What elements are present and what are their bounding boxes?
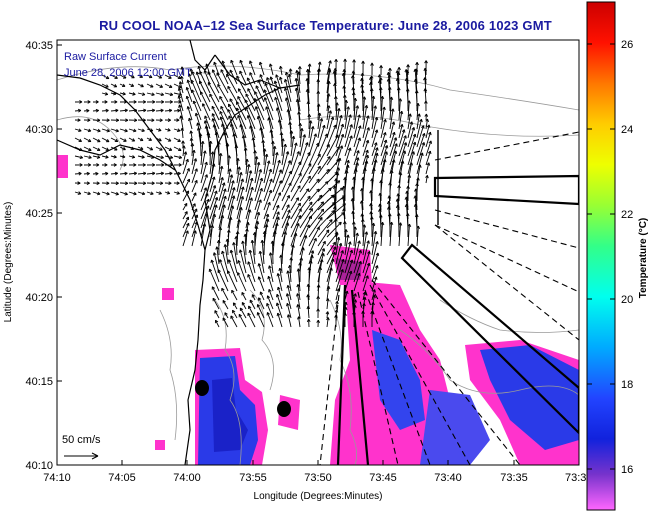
x-tick-label: 73:35 [500,472,528,484]
scale-label: 50 cm/s [62,434,101,446]
y-tick-label: 40:25 [25,208,53,220]
x-tick-label: 74:05 [108,472,136,484]
x-tick-label: 73:40 [434,472,462,484]
x-tick-label: 74:00 [173,472,201,484]
colorbar: 26 24 22 20 18 16 Temperature (°C) [586,1,649,511]
colorbar-tick: 16 [621,464,633,476]
y-tick-label: 40:10 [25,460,53,472]
x-tick-label: 73:3 [565,472,586,484]
station-marker [195,380,209,396]
y-tick-label: 40:15 [25,376,53,388]
station-marker [277,401,291,417]
colorbar-tick: 26 [621,39,633,51]
overlay-note-line1: Raw Surface Current [64,51,167,63]
colorbar-tick: 24 [621,124,633,136]
y-tick-label: 40:20 [25,292,53,304]
colorbar-label: Temperature (°C) [638,218,649,299]
colorbar-tick: 22 [621,209,633,221]
colorbar-gradient [586,1,616,511]
radar-beams [319,130,579,465]
y-axis-label: Latitude (Degrees:Minutes) [3,202,14,323]
colorbar-tick: 20 [621,294,633,306]
overlay-note-line2: June 28, 2006 12:00 GMT [64,67,192,79]
sst-imagery [57,155,579,465]
y-tick-label: 40:35 [25,40,53,52]
colorbar-tick: 18 [621,379,633,391]
surface-current-vectors [74,58,433,328]
y-axis: 40:35 40:30 40:25 40:20 40:15 40:10 Lati… [3,40,62,472]
x-tick-label: 74:10 [43,472,71,484]
y-tick-label: 40:30 [25,124,53,136]
x-tick-label: 73:55 [239,472,267,484]
x-axis-label: Longitude (Degrees:Minutes) [254,491,383,502]
x-tick-label: 73:50 [304,472,332,484]
x-tick-label: 73:45 [369,472,397,484]
scale-arrow [64,452,99,460]
x-axis: 74:10 74:05 74:00 73:55 73:50 73:45 73:4… [43,460,586,502]
map-title: RU COOL NOAA–12 Sea Surface Temperature:… [99,18,552,33]
